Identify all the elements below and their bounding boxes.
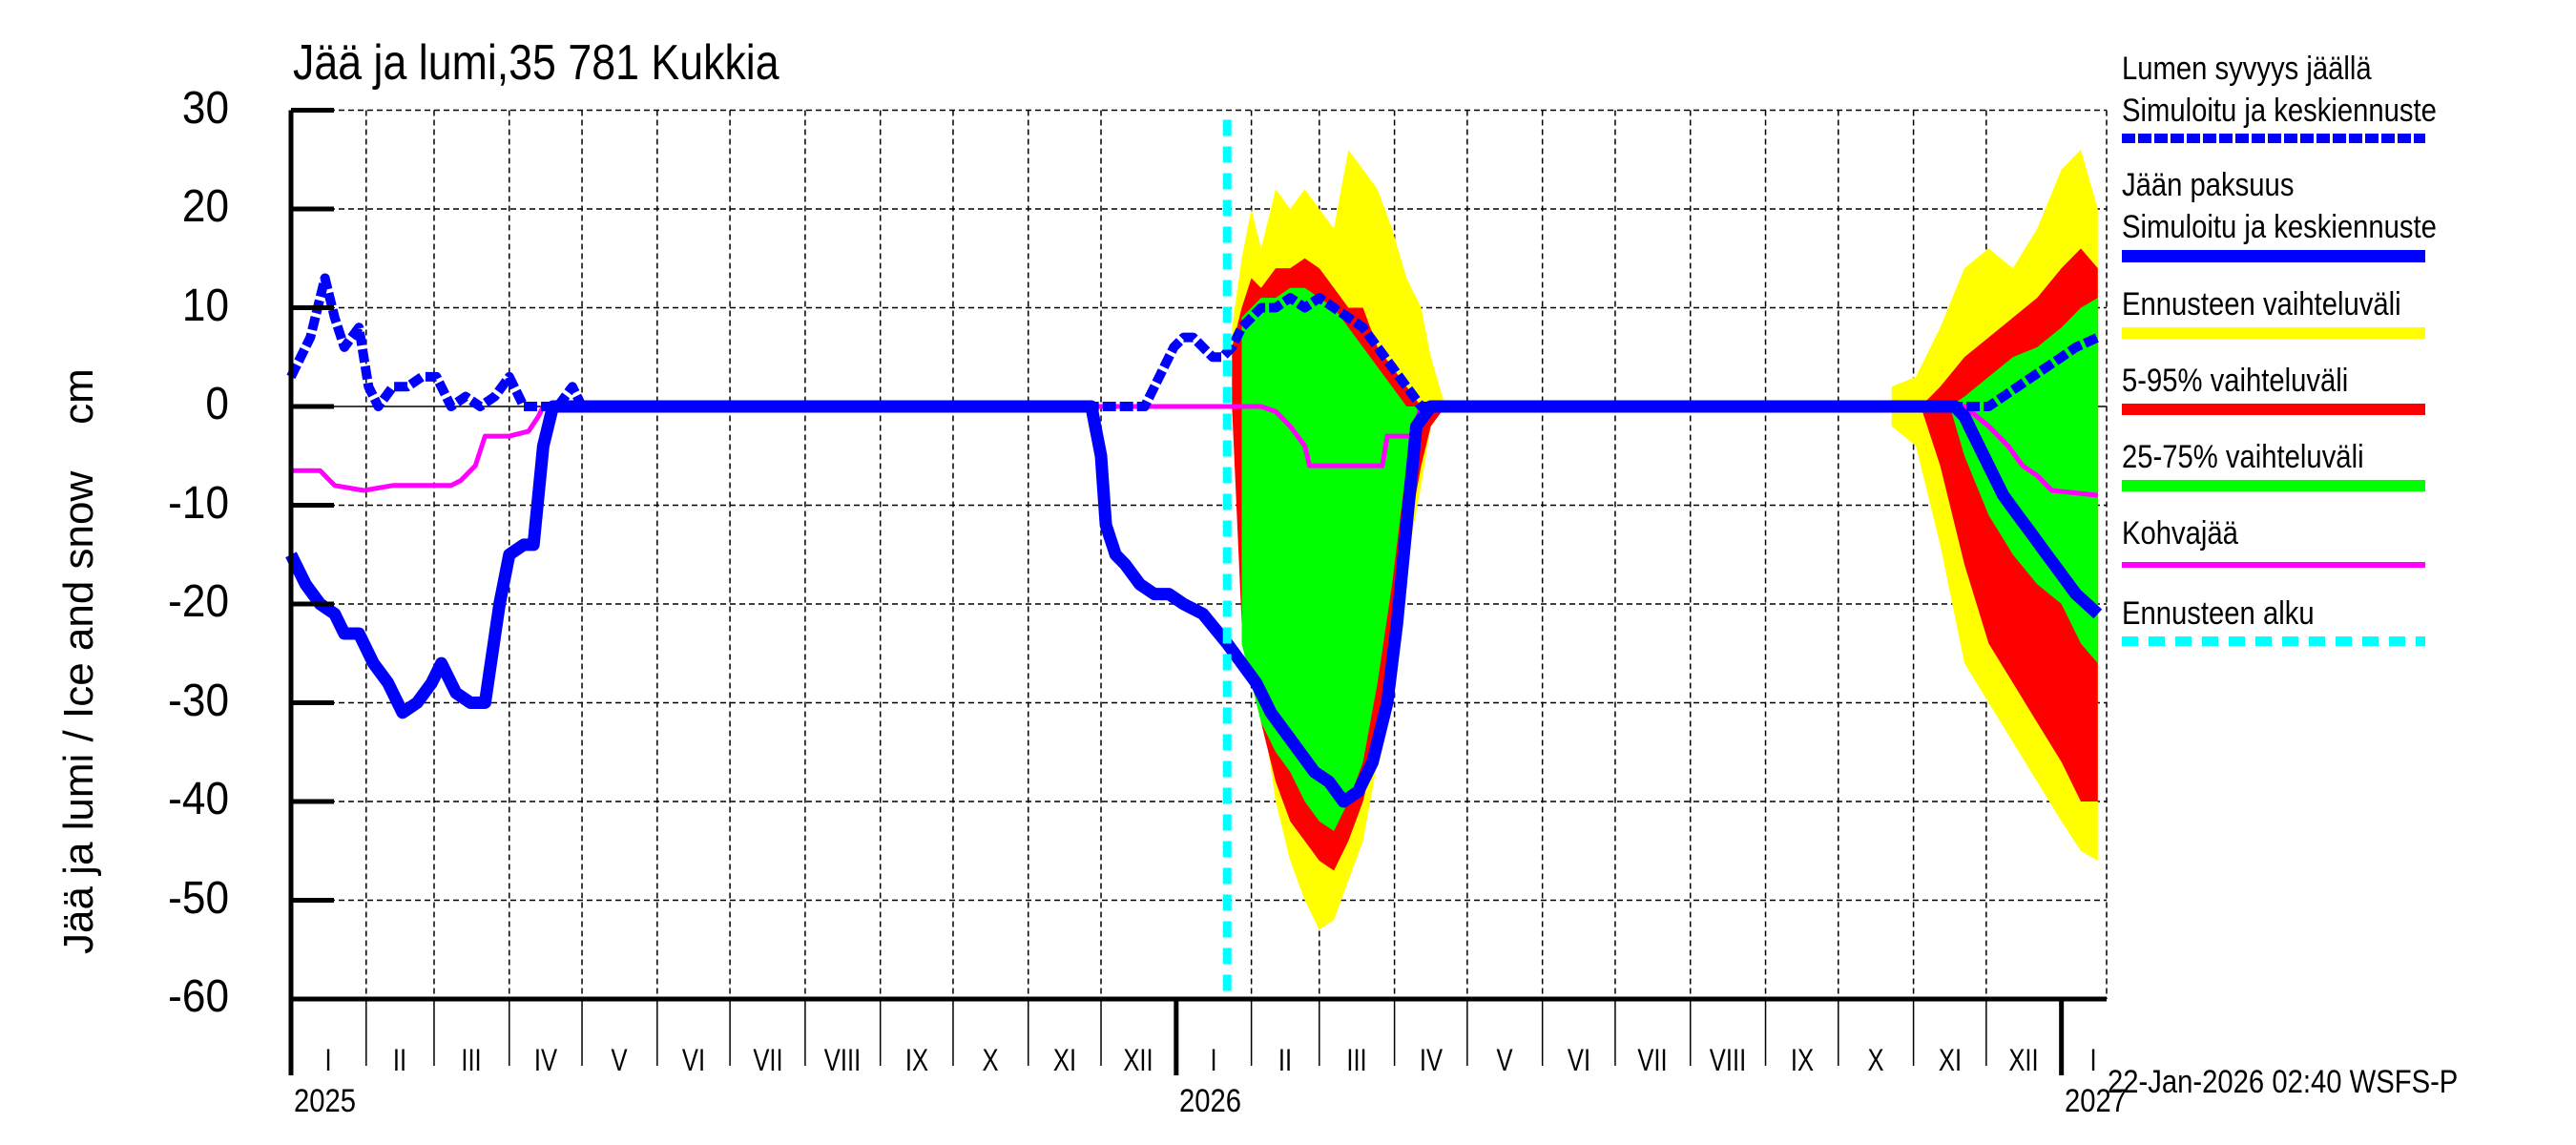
ice-thickness-line xyxy=(285,400,2103,808)
data-lines xyxy=(285,119,2103,999)
month-label: I xyxy=(324,1043,332,1077)
slush-ice-line xyxy=(291,404,2099,498)
legend-dashed-line-icon xyxy=(2122,134,2425,143)
legend-item-full-range: Ennusteen vaihteluväli xyxy=(2122,283,2561,339)
year-label: 2027 xyxy=(2064,1083,2127,1119)
month-label: III xyxy=(1346,1043,1367,1077)
y-tick-label: -50 xyxy=(168,872,229,924)
legend-yellow-band-icon xyxy=(2122,327,2425,339)
legend-dotted-line-icon xyxy=(2122,636,2425,646)
legend-item-5-95-range: 5-95% vaihteluväli xyxy=(2122,360,2561,415)
y-tick-label: -20 xyxy=(168,576,229,627)
month-label: II xyxy=(393,1043,407,1077)
y-tick-label: 0 xyxy=(205,379,229,429)
forecast-bands xyxy=(1232,149,2098,930)
legend-solid-line-icon xyxy=(2122,250,2425,262)
grid-lines xyxy=(291,109,2108,999)
y-tick-label: -30 xyxy=(168,675,229,726)
legend-item-25-75-range: 25-75% vaihteluväli xyxy=(2122,436,2561,491)
legend-red-band-icon xyxy=(2122,404,2425,415)
month-label: VIII xyxy=(1709,1043,1747,1077)
month-label: VI xyxy=(1567,1043,1590,1077)
y-tick-label: 30 xyxy=(181,82,229,134)
y-tick-label: 20 xyxy=(181,181,229,232)
month-label: X xyxy=(982,1043,999,1077)
month-label: VI xyxy=(681,1043,706,1077)
y-tick-label: 10 xyxy=(181,280,229,331)
timestamp-label: 22-Jan-2026 02:40 WSFS-P xyxy=(2108,1064,2459,1100)
legend: Lumen syvyys jäällä Simuloitu ja keskien… xyxy=(2122,48,2561,667)
month-label: IV xyxy=(1419,1043,1443,1077)
month-label: VII xyxy=(752,1043,783,1077)
month-label: XII xyxy=(1123,1043,1154,1077)
legend-label: Ennusteen vaihteluväli xyxy=(2122,286,2401,323)
month-label: IV xyxy=(533,1043,557,1077)
legend-label: Simuloitu ja keskiennuste xyxy=(2122,209,2437,245)
month-label: II xyxy=(1278,1043,1293,1077)
legend-item-snow-depth: Lumen syvyys jäällä Simuloitu ja keskien… xyxy=(2122,48,2561,143)
month-label: XII xyxy=(2008,1043,2039,1077)
month-label: I xyxy=(1210,1043,1217,1077)
chart-title: Jää ja lumi,35 781 Kukkia xyxy=(293,35,779,91)
legend-label: Kohvajää xyxy=(2122,515,2238,552)
y-axis-label: Jää ja lumi / Ice and snow cm xyxy=(55,368,102,954)
y-tick-label: -40 xyxy=(168,774,229,824)
month-label: III xyxy=(461,1043,483,1077)
legend-label: Ennusteen alku xyxy=(2122,595,2315,632)
legend-green-band-icon xyxy=(2122,480,2425,491)
month-label: XI xyxy=(1052,1043,1076,1077)
legend-magenta-line-icon xyxy=(2122,562,2425,568)
legend-label: 25-75% vaihteluväli xyxy=(2122,439,2364,475)
legend-label: Lumen syvyys jäällä xyxy=(2122,51,2372,87)
month-label: IX xyxy=(1790,1043,1814,1077)
legend-label: 5-95% vaihteluväli xyxy=(2122,363,2349,399)
legend-item-ice-thickness: Jään paksuus Simuloitu ja keskiennuste xyxy=(2122,164,2561,262)
month-label: VII xyxy=(1637,1043,1668,1077)
month-label: V xyxy=(611,1043,628,1077)
axes xyxy=(288,108,2107,1075)
snow-depth-line xyxy=(286,273,2100,411)
month-label: XI xyxy=(1938,1043,1962,1077)
y-tick-label: -60 xyxy=(168,971,229,1022)
month-label: I xyxy=(2089,1043,2097,1077)
y-tick-label: -10 xyxy=(168,477,229,529)
month-label: X xyxy=(1867,1043,1884,1077)
year-label: 2026 xyxy=(1178,1083,1241,1119)
legend-item-slush-ice: Kohvajää xyxy=(2122,512,2561,568)
legend-item-forecast-start: Ennusteen alku xyxy=(2122,593,2561,646)
legend-label: Jään paksuus xyxy=(2122,167,2295,203)
year-label: 2025 xyxy=(294,1083,357,1119)
month-label: VIII xyxy=(824,1043,862,1077)
month-label: IX xyxy=(904,1043,928,1077)
legend-label: Simuloitu ja keskiennuste xyxy=(2122,93,2437,129)
month-label: V xyxy=(1496,1043,1513,1077)
